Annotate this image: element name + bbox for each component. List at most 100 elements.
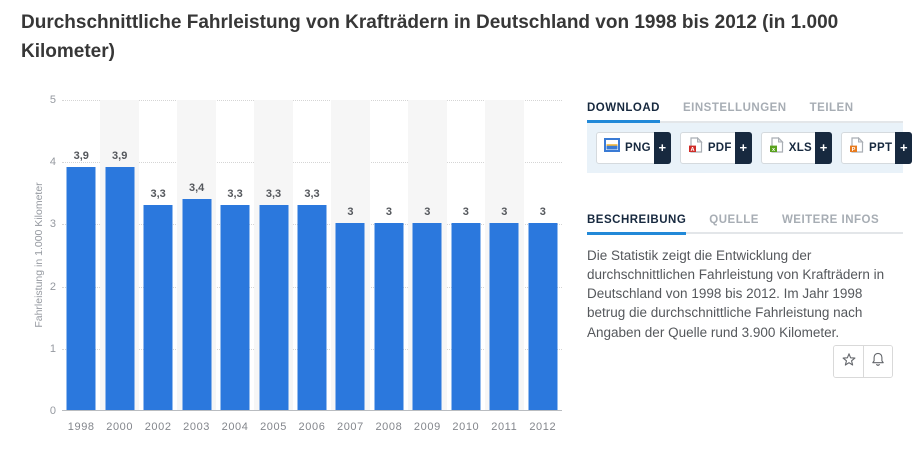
download-tabs: DOWNLOAD EINSTELLUNGEN TEILEN	[587, 97, 903, 123]
x-tick-label: 2004	[221, 421, 249, 433]
plot-area: 3,9 3,9 3,3 3,4 3,3 3,3 3,3 3 3 3 3 3 3	[62, 100, 562, 411]
png-image-icon	[604, 138, 620, 157]
x-tick-label: 2006	[298, 421, 326, 433]
tab-download[interactable]: DOWNLOAD	[587, 97, 660, 123]
add-ppt-button[interactable]: +	[895, 131, 913, 164]
tab-weitere-infos[interactable]: WEITERE INFOS	[781, 213, 880, 226]
chart-column-2007: 3	[331, 100, 370, 410]
bar-2009	[412, 223, 442, 410]
x-tick-label: 2012	[529, 421, 557, 433]
bar-value-label: 3,3	[150, 187, 166, 200]
tab-teilen[interactable]: TEILEN	[809, 102, 854, 114]
x-tick-label: 2007	[337, 421, 364, 433]
download-xls-button[interactable]: x XLS +	[760, 131, 832, 164]
chart-column-2005: 3,3	[254, 100, 293, 410]
favorite-button[interactable]	[834, 346, 863, 377]
star-icon	[841, 351, 857, 372]
bar-value-label: 3,3	[265, 187, 282, 200]
bell-icon	[870, 351, 886, 372]
y-tick-label: 3	[49, 218, 56, 231]
pdf-file-icon: A	[688, 136, 703, 158]
chart-column-1998: 3,9	[62, 100, 100, 410]
bar-1998	[66, 167, 96, 410]
y-tick-label: 4	[49, 156, 56, 169]
bar-2008	[374, 223, 404, 410]
bar-value-label: 3	[347, 206, 354, 219]
bar-chart: Fahrleistung in 1.000 Kilometer 0 1 2 3 4 5 3…	[30, 92, 570, 452]
statistic-description: Die Statistik zeigt die Entwicklung der …	[587, 248, 885, 340]
ppt-file-icon: P	[849, 136, 864, 158]
bar-value-label: 3	[385, 206, 392, 219]
tab-einstellungen[interactable]: EINSTELLUNGEN	[683, 102, 787, 114]
gridline-5	[62, 100, 562, 101]
bar-2005	[259, 204, 289, 410]
bar-2012	[528, 223, 558, 410]
download-ppt-label: PPT	[869, 141, 893, 154]
x-tick-label: 2005	[260, 421, 287, 433]
x-tick-label: 2003	[183, 421, 211, 433]
tab-beschreibung[interactable]: BESCHREIBUNG	[587, 209, 687, 235]
chart-column-2008: 3	[370, 100, 408, 410]
download-pdf-label: PDF	[707, 141, 732, 154]
download-xls-label: XLS	[788, 141, 812, 154]
chart-column-2012: 3	[524, 100, 562, 410]
svg-text:P: P	[852, 147, 856, 153]
chart-column-2009: 3	[408, 100, 447, 410]
add-png-button[interactable]: +	[653, 131, 671, 164]
bar-value-label: 3,9	[112, 150, 128, 163]
bar-value-label: 3	[501, 206, 508, 219]
x-tick-label: 2002	[144, 421, 172, 433]
bar-value-label: 3	[462, 206, 469, 219]
chart-column-2002: 3,3	[139, 100, 177, 410]
bar-2000	[105, 167, 135, 410]
gridline-4	[62, 162, 562, 164]
x-tick-label: 1998	[67, 421, 95, 433]
x-tick-label: 2009	[413, 421, 441, 433]
x-axis-labels: 1998 2000 2002 2003 2004 2005 2006 2007 2008 2009…	[62, 421, 562, 437]
bar-2006	[297, 204, 327, 410]
download-panel: PNG + A PDF +	[587, 122, 913, 173]
bar-value-label: 3,3	[304, 187, 320, 200]
side-panel: DOWNLOAD EINSTELLUNGEN TEILEN PNG +	[587, 97, 913, 427]
x-tick-label: 2010	[452, 421, 480, 433]
chart-column-2000: 3,9	[100, 100, 139, 410]
chart-column-2010: 3	[447, 100, 485, 410]
y-tick-label: 5	[49, 94, 56, 106]
chart-column-2004: 3,3	[216, 100, 254, 410]
bar-value-label: 3,4	[188, 181, 205, 194]
chart-column-2011: 3	[485, 100, 524, 410]
alert-button[interactable]	[863, 346, 892, 377]
bar-2010	[451, 223, 481, 410]
chart-column-2006: 3,3	[293, 100, 331, 410]
y-axis-title: Fahrleistung in 1.000 Kilometer	[33, 182, 45, 328]
download-pdf-button[interactable]: A PDF +	[679, 131, 752, 164]
x-tick-label: 2008	[375, 421, 403, 433]
bar-2004	[220, 204, 250, 410]
bar-2011	[489, 223, 519, 410]
bar-2007	[335, 223, 365, 410]
action-button-group	[833, 345, 893, 378]
y-tick-label: 1	[49, 342, 56, 355]
bar-value-label: 3	[539, 206, 546, 219]
download-ppt-button[interactable]: P PPT +	[841, 131, 913, 164]
bar-value-label: 3,9	[73, 150, 89, 163]
chart-column-2003: 3,4	[177, 100, 216, 410]
download-png-label: PNG	[625, 141, 651, 154]
tab-quelle[interactable]: QUELLE	[709, 213, 759, 226]
page-title: Durchschnittliche Fahrleistung von Kraft…	[21, 12, 839, 63]
bar-value-label: 3,3	[227, 187, 243, 200]
add-xls-button[interactable]: +	[815, 131, 832, 164]
bar-2003	[182, 198, 212, 410]
bar-2002	[143, 204, 173, 410]
x-tick-label: 2000	[106, 421, 134, 433]
svg-text:x: x	[772, 147, 776, 153]
download-png-button[interactable]: PNG +	[596, 131, 671, 164]
bar-value-label: 3	[424, 206, 431, 219]
xls-file-icon: x	[769, 136, 784, 158]
info-tabs: BESCHREIBUNG QUELLE WEITERE INFOS	[587, 209, 903, 235]
add-pdf-button[interactable]: +	[734, 131, 752, 164]
svg-text:A: A	[690, 147, 694, 153]
y-tick-label: 0	[49, 405, 56, 417]
y-tick-label: 2	[49, 280, 56, 293]
